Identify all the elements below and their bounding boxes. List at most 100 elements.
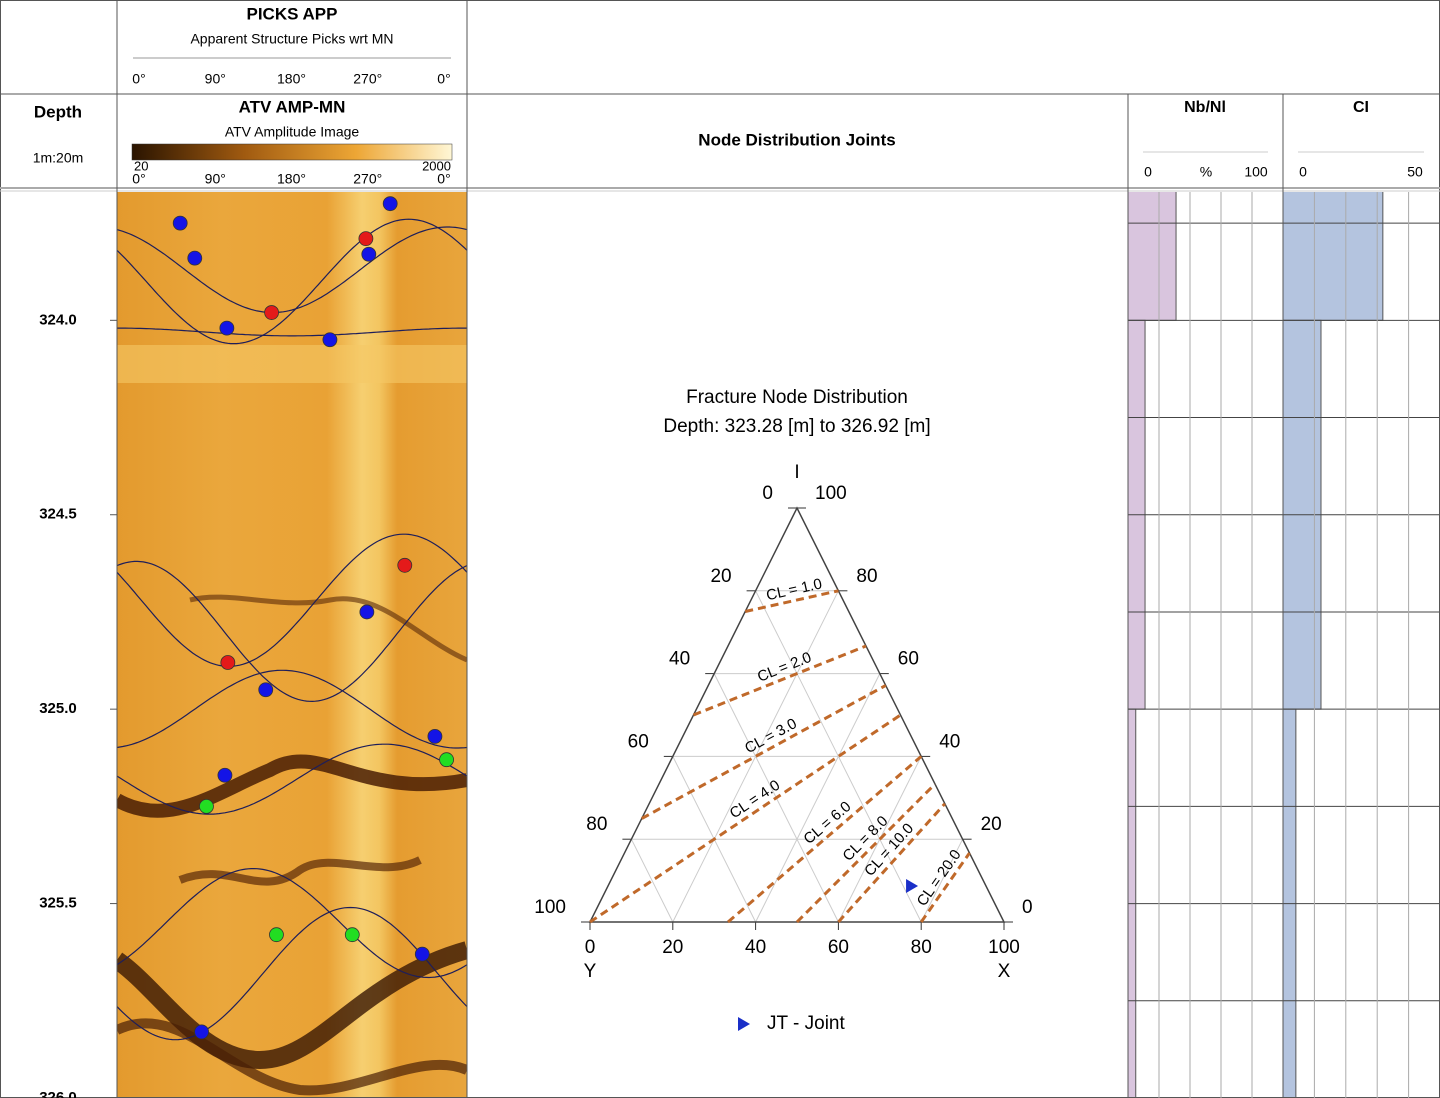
x-tick-label: 0 bbox=[1299, 164, 1307, 180]
x-tick-label: 50 bbox=[1407, 164, 1423, 180]
sinusoid bbox=[117, 327, 467, 337]
cl-line bbox=[641, 684, 887, 820]
picks-subtitle: Apparent Structure Picks wrt MN bbox=[190, 31, 393, 47]
ternary-tick-label: 40 bbox=[669, 649, 690, 670]
pick bbox=[219, 320, 235, 336]
pick bbox=[397, 557, 413, 573]
ternary-tick-label: 40 bbox=[939, 731, 960, 752]
ternary-axis-label: Y bbox=[584, 961, 597, 982]
ternary-tick-label: 20 bbox=[662, 937, 683, 958]
pick bbox=[194, 1024, 209, 1040]
azimuth-tick-label: 180° bbox=[277, 171, 306, 187]
ternary-grid bbox=[755, 673, 881, 923]
ternary-tick-label: 80 bbox=[586, 814, 607, 835]
azimuth-tick-label: 180° bbox=[277, 71, 306, 87]
ternary-tick-label: 100 bbox=[534, 897, 566, 918]
cl-line bbox=[589, 713, 902, 924]
image-texture bbox=[189, 594, 467, 663]
x-tick-label: 0 bbox=[1144, 164, 1152, 180]
ternary-tick-label: 60 bbox=[898, 649, 919, 670]
pick bbox=[172, 215, 188, 231]
ternary-title: Fracture Node Distribution bbox=[686, 387, 908, 408]
ternary-tick-label: 0 bbox=[762, 483, 773, 504]
azimuth-tick-label: 90° bbox=[205, 171, 226, 187]
ternary-tick-label: 100 bbox=[815, 483, 847, 504]
pick bbox=[187, 250, 203, 266]
legend-label: JT - Joint bbox=[767, 1013, 846, 1034]
pick bbox=[414, 946, 430, 962]
image-texture bbox=[178, 856, 422, 886]
ternary-tick-label: 40 bbox=[745, 937, 766, 958]
ternary-tick-label: 0 bbox=[585, 937, 596, 958]
sinusoid bbox=[117, 669, 467, 749]
cl-line bbox=[727, 755, 923, 924]
azimuth-tick-label: 0° bbox=[132, 71, 145, 87]
ternary-tick-label: 80 bbox=[911, 937, 932, 958]
depth-tick-label: 325.0 bbox=[39, 700, 77, 717]
pick bbox=[427, 728, 443, 744]
pick bbox=[382, 196, 398, 212]
pick bbox=[359, 604, 375, 620]
colorbar-max: 2000 bbox=[422, 158, 451, 173]
azimuth-tick-label: 90° bbox=[205, 71, 226, 87]
sinusoid bbox=[117, 868, 467, 979]
ternary-tick-label: 20 bbox=[710, 566, 731, 587]
histogram-bar bbox=[1282, 192, 1384, 321]
pick bbox=[258, 682, 274, 698]
node-title: Node Distribution Joints bbox=[698, 130, 895, 149]
ternary-tick-label: 100 bbox=[988, 937, 1020, 958]
azimuth-tick-label: 270° bbox=[353, 171, 382, 187]
ternary-axis-label: X bbox=[998, 961, 1011, 982]
cl-label: CL = 6.0 bbox=[800, 798, 854, 848]
ternary-subtitle: Depth: 323.28 [m] to 326.92 [m] bbox=[663, 416, 930, 437]
image-texture bbox=[117, 754, 467, 818]
x-tick-label: 100 bbox=[1244, 164, 1268, 180]
nb-unit: % bbox=[1200, 164, 1212, 180]
image-track bbox=[117, 192, 467, 1098]
sinusoid bbox=[117, 533, 467, 668]
data-area bbox=[1127, 192, 1440, 1098]
ternary-tick-label: 60 bbox=[828, 937, 849, 958]
ternary-tick-label: 80 bbox=[856, 566, 877, 587]
pick bbox=[439, 752, 454, 768]
image-texture bbox=[117, 941, 467, 1070]
sinusoid bbox=[117, 560, 467, 703]
cl-line bbox=[919, 852, 971, 923]
cl-line bbox=[744, 589, 839, 613]
pick bbox=[217, 767, 233, 783]
pick bbox=[269, 927, 284, 943]
image-texture bbox=[117, 1018, 467, 1096]
sinusoid bbox=[117, 743, 467, 815]
ternary-tick-label: 60 bbox=[628, 731, 649, 752]
image-band bbox=[117, 345, 467, 383]
depth-tick-label: 324.5 bbox=[39, 506, 77, 523]
image-background bbox=[117, 192, 467, 1098]
cl-label: CL = 20.0 bbox=[914, 847, 965, 910]
ternary-axis-label: I bbox=[794, 462, 799, 483]
colorbar-min: 20 bbox=[134, 158, 148, 173]
ternary-grid bbox=[920, 838, 964, 923]
pick bbox=[199, 798, 214, 814]
pick bbox=[220, 655, 236, 670]
colorbar bbox=[131, 143, 453, 161]
depth-tick-label: 324.0 bbox=[39, 311, 77, 328]
pick bbox=[358, 231, 374, 247]
sinusoid bbox=[117, 906, 467, 1041]
nb-title: Nb/Nl bbox=[1184, 99, 1226, 116]
ternary-grid bbox=[630, 838, 674, 923]
pick bbox=[264, 305, 279, 320]
cl-label: CL = 1.0 bbox=[765, 575, 824, 604]
depth-title: Depth bbox=[34, 102, 82, 121]
image-subtitle: ATV Amplitude Image bbox=[225, 124, 360, 140]
cl-line bbox=[692, 644, 867, 717]
legend-marker bbox=[738, 1017, 750, 1031]
cl-line bbox=[795, 782, 937, 924]
ternary-tick-label: 0 bbox=[1022, 897, 1033, 918]
image-title: ATV AMP-MN bbox=[239, 97, 346, 116]
azimuth-tick-label: 270° bbox=[353, 71, 382, 87]
cl-line bbox=[837, 802, 946, 924]
depth-scale: 1m:20m bbox=[33, 150, 84, 166]
